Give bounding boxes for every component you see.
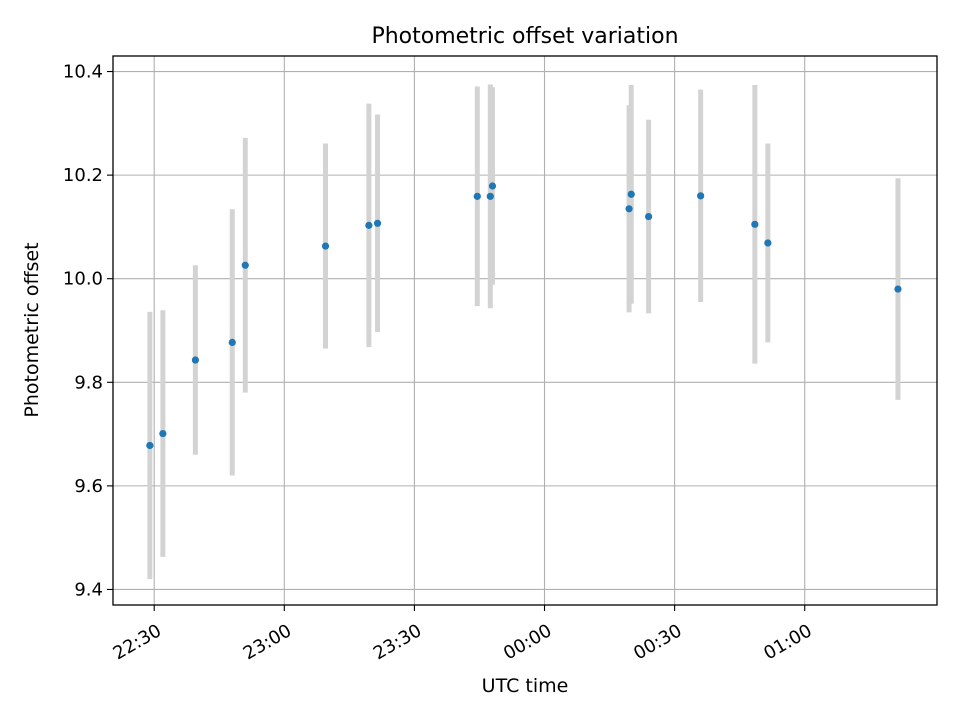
y-tick-label: 9.8 xyxy=(74,372,103,393)
data-point xyxy=(488,182,497,190)
y-tick-label: 10.0 xyxy=(63,269,103,290)
data-point xyxy=(625,205,633,213)
data-point xyxy=(486,192,494,200)
data-point xyxy=(191,356,199,364)
y-tick-label: 9.4 xyxy=(74,579,103,600)
y-tick-label: 10.4 xyxy=(63,62,103,83)
y-tick-label: 10.2 xyxy=(63,165,103,186)
y-axis-label: Photometric offset xyxy=(21,242,43,417)
data-point xyxy=(627,190,635,198)
data-point xyxy=(146,441,154,450)
y-tick-label: 9.6 xyxy=(74,476,103,497)
data-point xyxy=(645,212,653,221)
data-point xyxy=(228,338,236,347)
x-axis-label: UTC time xyxy=(482,675,569,697)
data-point xyxy=(373,219,382,227)
data-point xyxy=(894,285,902,293)
data-points xyxy=(146,182,902,450)
data-point xyxy=(241,261,249,269)
y-gridlines xyxy=(113,70,937,591)
data-point xyxy=(473,192,481,200)
data-point xyxy=(764,239,772,247)
data-point xyxy=(159,429,167,438)
data-point xyxy=(321,242,330,250)
data-point xyxy=(365,221,373,229)
chart-title: Photometric offset variation xyxy=(371,24,678,49)
y-axis-ticks: 9.4 9.6 9.8 10.0 10.2 10.4 xyxy=(63,62,113,600)
plot-frame xyxy=(112,55,938,606)
data-point xyxy=(751,220,759,228)
x-gridlines xyxy=(153,56,806,605)
data-point xyxy=(697,192,705,200)
